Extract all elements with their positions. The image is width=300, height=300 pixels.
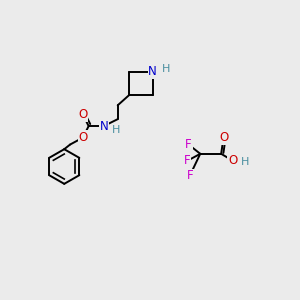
Text: N: N (99, 120, 108, 133)
Text: F: F (187, 169, 193, 182)
Text: O: O (78, 108, 88, 121)
Text: O: O (78, 131, 88, 144)
Text: O: O (219, 131, 228, 144)
Text: O: O (228, 154, 237, 167)
Text: H: H (112, 124, 120, 135)
Text: H: H (241, 157, 249, 167)
Text: F: F (184, 154, 191, 167)
Text: F: F (185, 138, 192, 151)
Text: N: N (148, 65, 157, 78)
Text: H: H (162, 64, 170, 74)
